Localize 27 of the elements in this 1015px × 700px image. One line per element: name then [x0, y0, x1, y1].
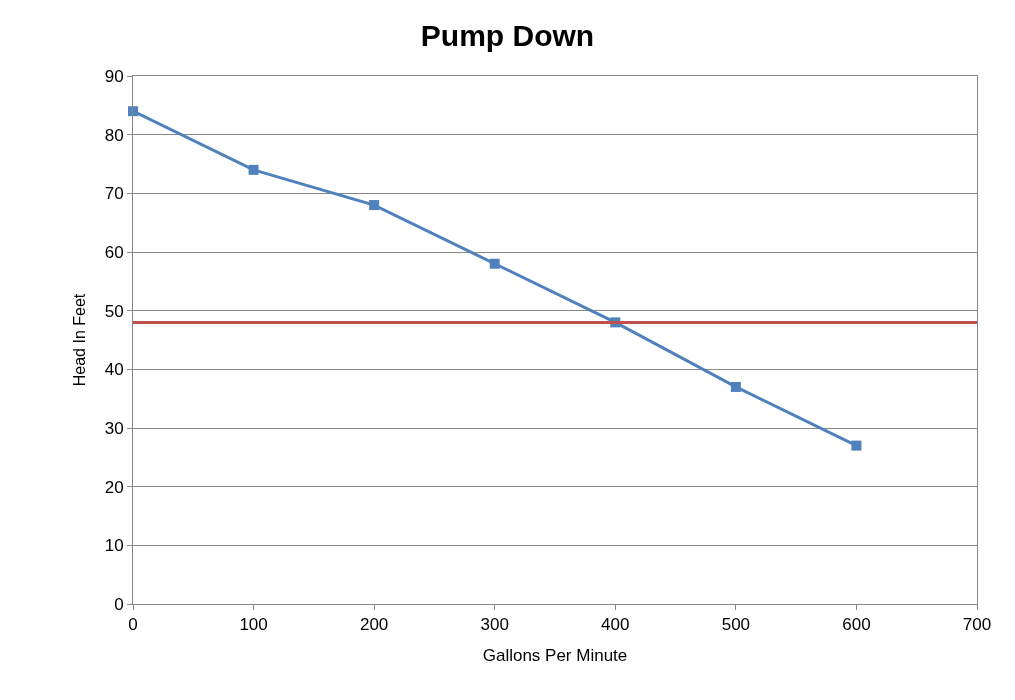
y-tick-label: 60: [104, 242, 124, 262]
x-tick-label: 500: [721, 615, 751, 635]
chart-title: Pump Down: [420, 18, 595, 52]
x-tick-label: 300: [480, 615, 509, 635]
x-tick-label: 700: [962, 615, 992, 635]
point: [369, 200, 380, 211]
point: [489, 258, 500, 269]
point: [128, 106, 138, 117]
y-tick-label: 80: [104, 125, 124, 145]
y-axis-title: Head In Feet: [70, 293, 88, 387]
y-tick-label: 50: [104, 301, 124, 321]
y-tick-label: 0: [114, 594, 124, 614]
x-axis-title: Gallons Per Minute: [482, 645, 628, 665]
y-tick-label: 70: [104, 184, 124, 204]
y-tick-label: 40: [104, 360, 124, 380]
point: [248, 164, 259, 175]
point: [730, 381, 741, 392]
point: [851, 440, 862, 451]
x-tick-label: 600: [842, 615, 871, 635]
y-tick-label: 90: [104, 66, 124, 86]
y-tick-label: 30: [104, 418, 124, 438]
y-tick-label: 20: [104, 477, 124, 497]
x-tick-label: 100: [239, 615, 268, 635]
x-tick-label: 0: [128, 615, 138, 635]
y-tick-label: 10: [104, 536, 124, 556]
x-tick-label: 400: [601, 615, 630, 635]
x-tick-label: 200: [359, 615, 389, 635]
